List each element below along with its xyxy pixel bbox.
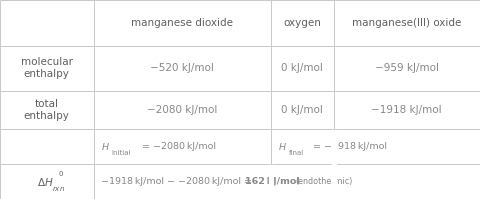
Text: $\mathit{H}$: $\mathit{H}$ xyxy=(278,141,288,152)
Text: initial: initial xyxy=(111,150,131,156)
Text: total
enthalpy: total enthalpy xyxy=(24,99,70,121)
Bar xyxy=(332,130,336,164)
Text: final: final xyxy=(289,150,304,156)
Text: 0 kJ/mol: 0 kJ/mol xyxy=(281,105,324,115)
Text: 162 kJ/mol: 162 kJ/mol xyxy=(245,177,300,186)
Text: −2080 kJ/mol: −2080 kJ/mol xyxy=(147,105,217,115)
Text: $\mathit{rxn}$: $\mathit{rxn}$ xyxy=(52,184,65,193)
Text: $\mathit{H}$: $\mathit{H}$ xyxy=(101,141,110,152)
Text: manganese dioxide: manganese dioxide xyxy=(132,18,233,28)
Bar xyxy=(269,165,273,199)
Text: molecular
enthalpy: molecular enthalpy xyxy=(21,57,73,79)
Text: = −1918 kJ/mol: = −1918 kJ/mol xyxy=(313,142,387,151)
Text: −1918 kJ/mol: −1918 kJ/mol xyxy=(372,105,442,115)
Text: 0: 0 xyxy=(59,171,63,177)
Text: $\Delta \mathit{H}$: $\Delta \mathit{H}$ xyxy=(37,176,54,188)
Text: = −2080 kJ/mol: = −2080 kJ/mol xyxy=(142,142,216,151)
Text: −1918 kJ/mol − −2080 kJ/mol =: −1918 kJ/mol − −2080 kJ/mol = xyxy=(101,177,255,186)
Bar xyxy=(332,165,336,199)
Text: −520 kJ/mol: −520 kJ/mol xyxy=(150,63,215,73)
Text: manganese(III) oxide: manganese(III) oxide xyxy=(352,18,461,28)
Text: oxygen: oxygen xyxy=(284,18,321,28)
Text: −959 kJ/mol: −959 kJ/mol xyxy=(375,63,439,73)
Text: 0 kJ/mol: 0 kJ/mol xyxy=(281,63,324,73)
Text: (endothermic): (endothermic) xyxy=(295,177,353,186)
